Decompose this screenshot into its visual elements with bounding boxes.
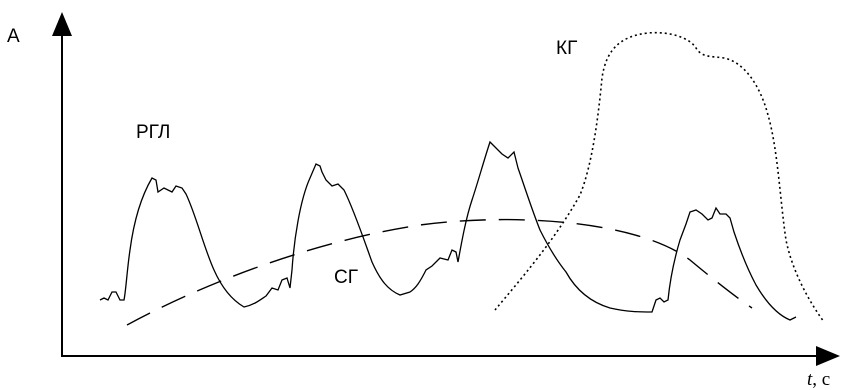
curve-kg: [494, 31, 825, 323]
label-sg: СГ: [334, 267, 358, 288]
curve-sg: [126, 218, 753, 326]
x-axis-unit: , с: [812, 369, 830, 390]
label-kg: КГ: [556, 38, 577, 59]
curve-rgl: [99, 140, 797, 321]
x-axis-variable: t: [807, 369, 813, 390]
y-axis-label: А: [7, 26, 20, 47]
x-axis-label: t, с: [807, 369, 830, 390]
label-rgl: РГЛ: [136, 122, 170, 143]
